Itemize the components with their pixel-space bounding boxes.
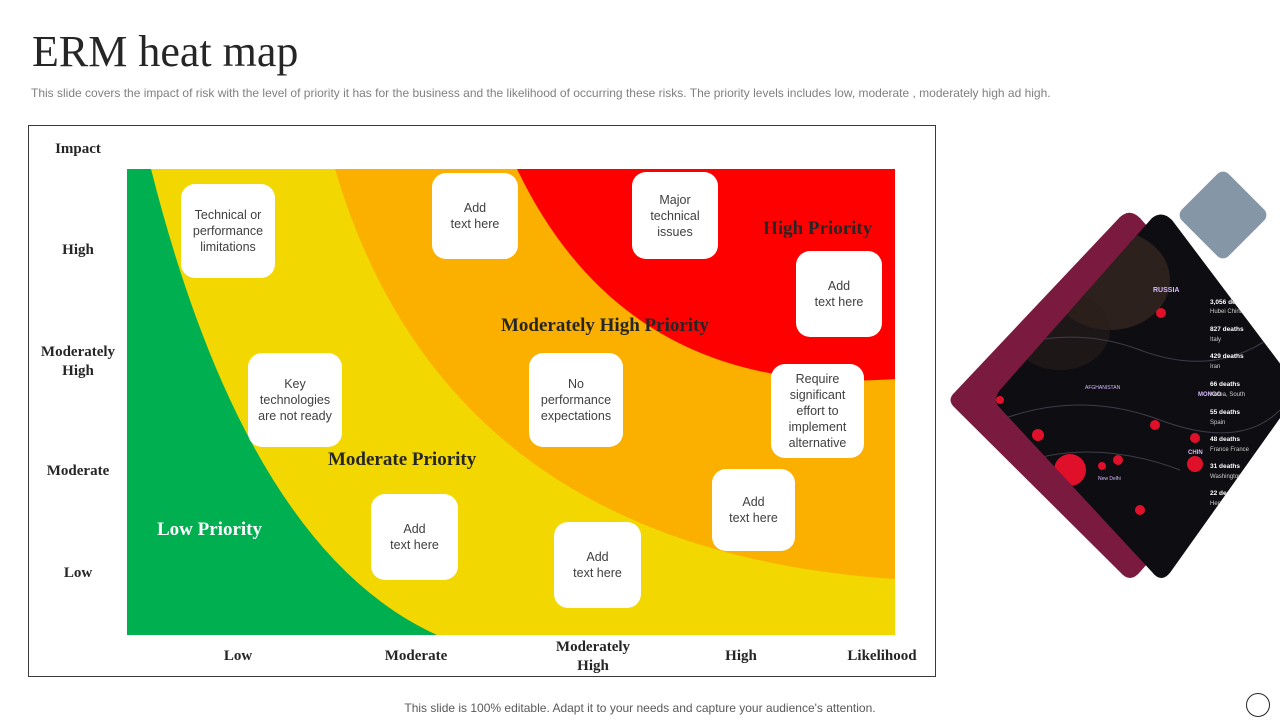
- stat-place: Spain: [1210, 420, 1225, 426]
- x-label-moderately-high: Moderately High: [555, 639, 631, 674]
- stat-place: France France: [1210, 447, 1250, 453]
- stat-place: Washington US: [1210, 474, 1251, 480]
- page-title: ERM heat map: [32, 27, 299, 76]
- gray-diamond-shape: [1179, 171, 1267, 259]
- x-label-moderate: Moderate: [384, 648, 448, 664]
- risk-card: Major technical issues: [632, 172, 718, 259]
- risk-card: Add text here: [554, 522, 641, 608]
- map-label: CHIN: [1188, 450, 1203, 456]
- zone-label-high: High Priority: [763, 218, 873, 239]
- heat-map-frame: [28, 125, 936, 677]
- zone-moderate: [127, 169, 895, 635]
- page-subtitle: This slide covers the impact of risk wit…: [31, 86, 1051, 100]
- risk-card: Technical or performance limitations: [181, 184, 275, 278]
- x-label-high: High: [725, 648, 757, 664]
- map-label: New Delhi: [1098, 476, 1121, 482]
- y-label-low: Low: [63, 565, 93, 581]
- zone-low: [127, 169, 437, 635]
- footer-note: This slide is 100% editable. Adapt it to…: [404, 701, 876, 715]
- stat-place: Korea, South: [1210, 392, 1245, 398]
- stat-count: 55 deaths: [1210, 409, 1240, 416]
- stat-place: Hen: [1210, 501, 1221, 507]
- risk-card: Add text here: [796, 251, 882, 337]
- risk-card: Add text here: [371, 494, 458, 580]
- stat-place: Iran: [1210, 364, 1220, 370]
- risk-card: Require significant effort to implement …: [771, 364, 864, 458]
- stat-place: Italy: [1210, 337, 1221, 343]
- risk-card: Add text here: [712, 469, 795, 551]
- map-label: MONGO: [1198, 392, 1222, 398]
- x-axis-title: Likelihood: [847, 648, 917, 664]
- stat-count: 31 deaths: [1210, 463, 1240, 470]
- map-label: RUSSIA: [1153, 287, 1179, 294]
- zone-label-moderate: Moderate Priority: [328, 449, 477, 470]
- stat-count: 3,056 deaths: [1210, 299, 1249, 306]
- zone-label-low: Low Priority: [157, 519, 263, 540]
- risk-card: Add text here: [432, 173, 518, 259]
- stat-count: 48 deaths: [1210, 436, 1240, 443]
- stat-count: 827 deaths: [1210, 326, 1244, 333]
- decorative-map-image: RUSSIA MONGO CHIN New Delhi AFGHANISTAN …: [950, 171, 1280, 579]
- stat-count: 429 deaths: [1210, 353, 1244, 360]
- y-axis-title: Impact: [55, 141, 101, 157]
- x-label-low: Low: [223, 648, 253, 664]
- slide-circle-icon: [1246, 693, 1270, 717]
- y-label-high: High: [62, 242, 94, 258]
- y-label-moderately-high: Moderately High: [40, 344, 116, 379]
- map-label: AFGHANISTAN: [1085, 385, 1121, 391]
- risk-card: No performance expectations: [529, 353, 623, 447]
- y-label-moderate: Moderate: [46, 463, 110, 479]
- stat-place: Hubei China: [1210, 309, 1244, 315]
- zone-label-moderately-high: Moderately High Priority: [501, 315, 709, 336]
- stat-count: 66 deaths: [1210, 381, 1240, 388]
- risk-card: Key technologies are not ready: [248, 353, 342, 447]
- stat-count: 22 deaths: [1210, 490, 1240, 497]
